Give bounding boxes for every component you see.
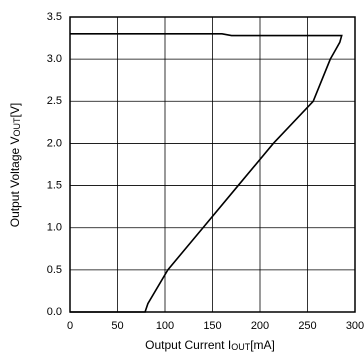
y-axis-label: Output Voltage VOUT[V] xyxy=(8,103,22,227)
y-tick-label: 0.5 xyxy=(47,264,62,276)
y-tick-label: 1.0 xyxy=(47,222,62,234)
y-label-end: [V] xyxy=(8,103,22,118)
data-line xyxy=(70,33,343,313)
y-tick-label: 2.5 xyxy=(47,95,62,107)
x-tick-label: 150 xyxy=(203,320,221,332)
y-tick-label: 3.0 xyxy=(47,53,62,65)
x-label-sub: OUT xyxy=(231,342,251,352)
x-tick-label: 250 xyxy=(298,320,316,332)
plot-frame xyxy=(69,16,356,313)
x-tick-label: 200 xyxy=(251,320,269,332)
y-tick-label: 3.5 xyxy=(47,11,62,23)
x-tick-label: 0 xyxy=(67,320,73,332)
y-tick-label: 1.5 xyxy=(47,179,62,191)
x-tick-label: 300 xyxy=(346,320,364,332)
y-label-main: Output Voltage V xyxy=(8,136,22,227)
x-label-main: Output Current I xyxy=(145,338,231,352)
y-tick-label: 0.0 xyxy=(47,306,62,318)
x-tick-label: 50 xyxy=(111,320,123,332)
y-label-sub: OUT xyxy=(12,117,22,137)
x-label-end: [mA] xyxy=(250,338,275,352)
y-tick-label: 2.0 xyxy=(47,137,62,149)
x-tick-label: 100 xyxy=(156,320,174,332)
x-axis-label: Output Current IOUT[mA] xyxy=(145,338,275,352)
